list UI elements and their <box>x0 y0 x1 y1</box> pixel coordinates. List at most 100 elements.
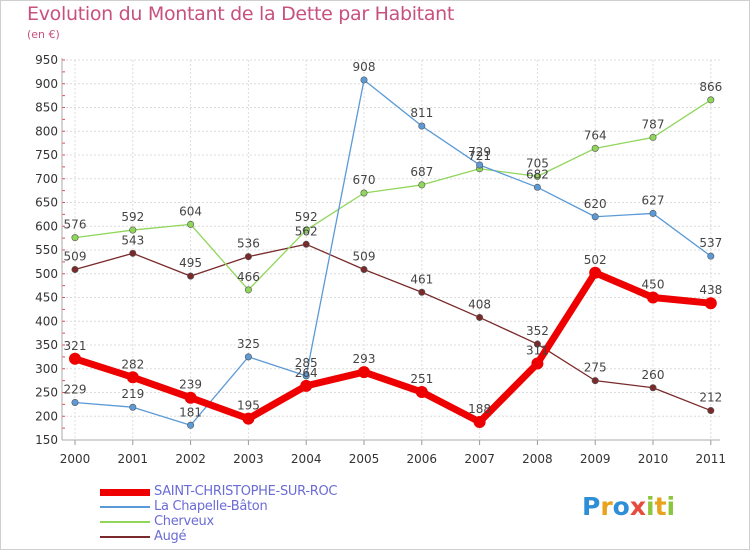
chart-title: Evolution du Montant de la Dette par Hab… <box>27 3 455 25</box>
x-tick-label: 2006 <box>407 452 438 466</box>
data-point <box>649 133 657 141</box>
brand-logo-letter: o <box>612 492 630 521</box>
data-point <box>649 209 657 217</box>
data-point <box>358 366 370 379</box>
y-tick-label: 600 <box>35 219 58 233</box>
data-point <box>129 226 137 234</box>
data-label: 239 <box>179 378 202 392</box>
series-line <box>74 99 712 291</box>
data-point <box>244 253 252 261</box>
brand-logo-letter: r <box>600 492 613 521</box>
x-tick-label: 2007 <box>464 452 495 466</box>
data-label: 620 <box>584 197 607 211</box>
data-label: 311 <box>526 344 549 358</box>
y-tick-label: 150 <box>35 433 58 447</box>
data-label: 293 <box>353 352 376 366</box>
data-label: 325 <box>237 337 260 351</box>
data-point <box>649 384 657 392</box>
data-point <box>187 220 195 228</box>
y-tick-label: 850 <box>35 101 58 115</box>
brand-logo-letter: i <box>666 492 676 521</box>
legend-item: Augé <box>100 529 420 544</box>
data-label: 562 <box>295 224 318 238</box>
data-point <box>244 353 252 361</box>
y-tick-label: 950 <box>35 53 58 67</box>
data-point <box>129 403 137 411</box>
data-label: 908 <box>353 60 376 74</box>
data-label: 604 <box>179 204 202 218</box>
series-line <box>71 269 715 426</box>
y-tick-label: 450 <box>35 291 58 305</box>
line-chart: 150 200 250 300 350 400 450 500 550 600 650 700 750 8… <box>35 53 727 466</box>
data-point <box>591 213 599 221</box>
data-point <box>707 252 715 260</box>
data-label: 229 <box>64 382 87 396</box>
data-label: 285 <box>295 356 318 370</box>
data-label: 219 <box>121 387 144 401</box>
data-point <box>300 379 313 392</box>
data-label: 670 <box>353 173 376 187</box>
legend-label: SAINT-CHRISTOPHE-SUR-ROC <box>154 484 338 499</box>
data-point <box>418 288 426 296</box>
y-tick-label: 650 <box>35 196 58 210</box>
y-tick-label: 200 <box>35 409 58 423</box>
brand-logo-letter: t <box>654 492 667 521</box>
data-point <box>244 286 252 294</box>
x-tick-label: 2001 <box>118 452 149 466</box>
data-point <box>71 398 79 406</box>
data-point <box>129 249 137 257</box>
data-point <box>533 183 541 191</box>
legend-label: Augé <box>154 529 187 544</box>
data-point <box>242 412 255 425</box>
x-tick-label: 2009 <box>580 452 611 466</box>
data-label: 321 <box>64 339 87 353</box>
data-point <box>591 377 599 385</box>
y-tick-label: 550 <box>35 243 58 257</box>
data-label: 502 <box>584 253 607 267</box>
data-point <box>531 357 544 370</box>
data-point <box>418 181 426 189</box>
data-label: 811 <box>410 106 433 120</box>
data-label: 450 <box>642 278 665 292</box>
data-point <box>184 391 197 404</box>
data-point <box>707 96 715 104</box>
data-point <box>418 122 426 130</box>
data-label: 461 <box>410 272 433 286</box>
x-tick-label: 2008 <box>522 452 553 466</box>
data-point <box>360 265 368 273</box>
brand-logo-letter: i <box>646 492 655 521</box>
data-label: 509 <box>353 249 376 263</box>
x-tick-label: 2011 <box>696 452 727 466</box>
legend-swatch <box>100 521 150 523</box>
data-label: 537 <box>699 236 722 250</box>
data-point <box>71 265 79 273</box>
data-label: 275 <box>584 361 607 375</box>
x-tick-label: 2000 <box>60 452 91 466</box>
data-point <box>360 189 368 197</box>
data-label: 466 <box>237 270 260 284</box>
data-point <box>476 161 484 169</box>
y-tick-label: 500 <box>35 267 58 281</box>
y-tick-label: 250 <box>35 386 58 400</box>
x-tick-label: 2004 <box>291 452 322 466</box>
data-point <box>591 144 599 152</box>
y-tick-label: 300 <box>35 362 58 376</box>
data-label: 866 <box>699 80 722 94</box>
data-point <box>126 371 139 384</box>
legend-item: Cherveux <box>100 514 420 529</box>
x-tick-label: 2005 <box>349 452 380 466</box>
data-point <box>589 266 602 279</box>
x-tick-label: 2010 <box>638 452 669 466</box>
data-point <box>476 313 484 321</box>
data-label: 592 <box>121 210 144 224</box>
data-label: 212 <box>699 391 722 405</box>
data-point <box>187 272 195 280</box>
data-label: 495 <box>179 256 202 270</box>
legend-swatch <box>100 489 150 496</box>
legend-swatch <box>100 536 150 538</box>
data-point <box>707 407 715 415</box>
brand-logo: Proxiti <box>582 492 675 521</box>
legend-label: La Chapelle-Bâton <box>154 499 268 514</box>
data-point <box>704 297 717 310</box>
data-label: 251 <box>410 372 433 386</box>
